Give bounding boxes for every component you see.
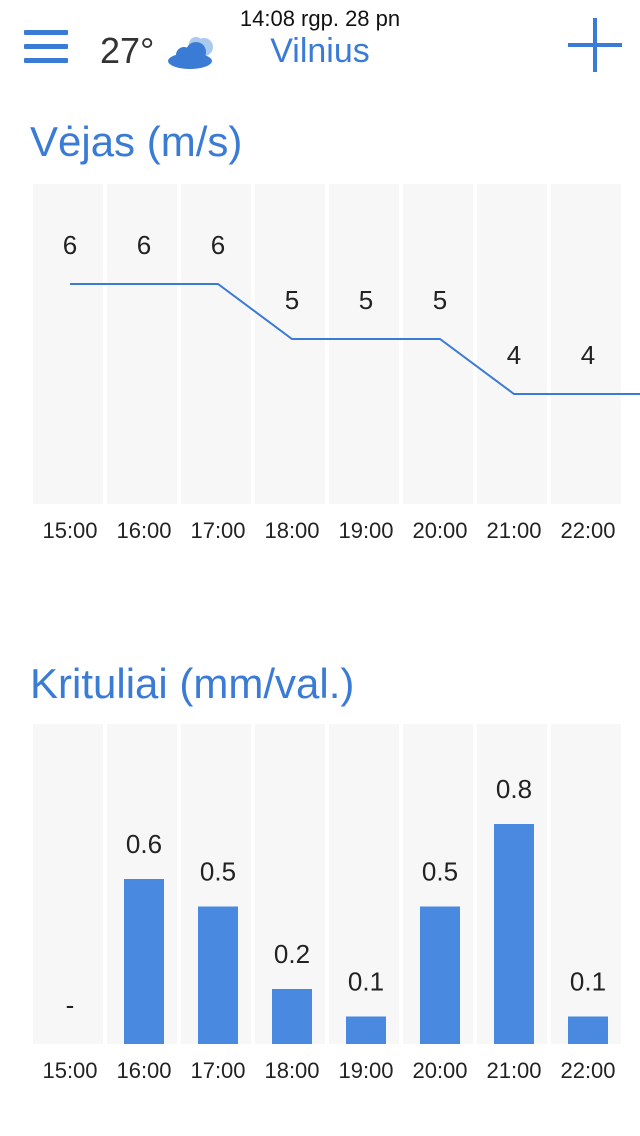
wind-data-label: 5: [359, 285, 373, 315]
precip-chart-title: Krituliai (mm/val.): [30, 660, 355, 707]
header-bar: 14:08 rgp. 28 pn 27° Vilnius: [0, 0, 640, 90]
wind-chart: 15:00 16:00 17:00 18:00 19:00 20:00 21:00 22:00…: [0, 180, 640, 560]
column-background: [255, 184, 325, 504]
hamburger-menu-icon[interactable]: [24, 30, 68, 64]
x-tick-label: 18:00: [264, 518, 319, 543]
column-background: [551, 724, 621, 1044]
wind-data-label: 5: [433, 285, 447, 315]
precip-data-label: -: [66, 990, 75, 1020]
wind-data-label: 6: [137, 230, 151, 260]
x-tick-label: 22:00: [560, 518, 615, 543]
precip-chart: 15:00 16:00 17:00 18:00 19:00 20:00 21:00 22:00…: [0, 720, 640, 1100]
precip-bar: [346, 1016, 386, 1044]
wind-data-label: 6: [211, 230, 225, 260]
precip-data-label: 0.2: [274, 939, 310, 969]
column-background: [477, 184, 547, 504]
x-tick-label: 18:00: [264, 1058, 319, 1083]
column-background: [329, 184, 399, 504]
x-tick-label: 16:00: [116, 1058, 171, 1083]
precip-data-label: 0.8: [496, 774, 532, 804]
column-background: [329, 724, 399, 1044]
precip-bar: [198, 906, 238, 1044]
wind-series-line: [70, 283, 640, 395]
x-tick-label: 21:00: [486, 518, 541, 543]
x-tick-label: 16:00: [116, 518, 171, 543]
wind-data-label: 4: [581, 340, 595, 370]
column-background: [181, 184, 251, 504]
column-background: [551, 184, 621, 504]
precip-bar: [420, 906, 460, 1044]
x-tick-label: 20:00: [412, 1058, 467, 1083]
x-tick-label: 19:00: [338, 1058, 393, 1083]
column-background: [403, 184, 473, 504]
column-background: [33, 724, 103, 1044]
precip-data-label: 0.5: [422, 857, 458, 887]
add-city-button[interactable]: [568, 18, 622, 72]
x-tick-label: 17:00: [190, 1058, 245, 1083]
x-tick-label: 15:00: [42, 518, 97, 543]
wind-data-label: 6: [63, 230, 77, 260]
wind-data-label: 5: [285, 285, 299, 315]
precip-data-label: 0.6: [126, 829, 162, 859]
x-tick-label: 22:00: [560, 1058, 615, 1083]
precip-bar: [272, 989, 312, 1044]
precip-data-label: 0.1: [348, 967, 384, 997]
wind-data-label: 4: [507, 340, 521, 370]
partly-cloudy-icon: [168, 37, 213, 69]
precip-data-label: 0.1: [570, 967, 606, 997]
precip-bar: [494, 824, 534, 1044]
x-tick-label: 19:00: [338, 518, 393, 543]
current-temperature: 27°: [100, 30, 155, 71]
wind-chart-title: Vėjas (m/s): [30, 118, 243, 165]
precip-data-label: 0.5: [200, 857, 236, 887]
x-tick-label: 21:00: [486, 1058, 541, 1083]
column-background: [33, 184, 103, 504]
precip-bar: [124, 879, 164, 1044]
column-background: [107, 184, 177, 504]
city-selector[interactable]: Vilnius: [270, 32, 370, 70]
x-tick-label: 17:00: [190, 518, 245, 543]
x-tick-label: 20:00: [412, 518, 467, 543]
precip-bar: [568, 1016, 608, 1044]
x-tick-label: 15:00: [42, 1058, 97, 1083]
status-time: 14:08 rgp. 28 pn: [239, 6, 401, 31]
